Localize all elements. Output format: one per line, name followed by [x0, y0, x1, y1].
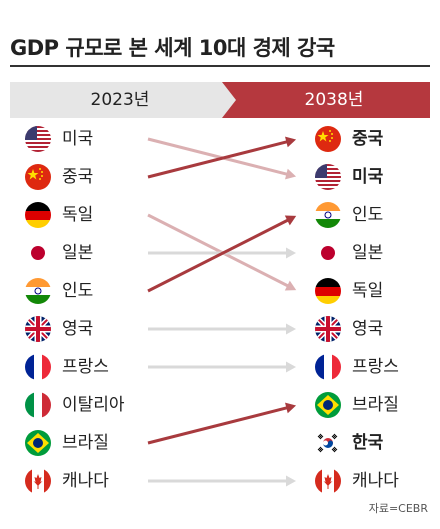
india-flag-icon — [315, 202, 341, 228]
country-2038-label: 인도 — [352, 205, 384, 225]
country-2023-label: 캐나다 — [62, 471, 109, 491]
china-flag-icon — [25, 164, 51, 190]
country-2023-label: 미국 — [62, 129, 94, 149]
title-rule — [10, 65, 430, 67]
japan-flag-icon — [315, 240, 341, 266]
country-2023-label: 이탈리아 — [62, 395, 125, 415]
country-2023-label: 브라질 — [62, 433, 109, 453]
country-2038-label: 프랑스 — [352, 357, 399, 377]
country-2038-label: 중국 — [352, 129, 384, 149]
rank-change-up-line — [147, 402, 297, 445]
canada-flag-icon — [315, 468, 341, 494]
header-2023: 2023년 — [10, 82, 222, 118]
uk-flag-icon — [25, 316, 51, 342]
brazil-flag-icon — [315, 392, 341, 418]
country-2023-label: 프랑스 — [62, 357, 109, 377]
us-flag-icon — [315, 164, 341, 190]
source-note: 자료=CEBR — [368, 502, 428, 515]
italy-flag-icon — [25, 392, 51, 418]
country-2038-label: 한국 — [352, 433, 384, 453]
country-2038-label: 독일 — [352, 281, 384, 301]
rank-change-same-line — [148, 323, 296, 335]
country-2038-label: 일본 — [352, 243, 384, 263]
france-flag-icon — [315, 354, 341, 380]
rank-change-down-line — [147, 213, 297, 291]
header-arrow — [222, 82, 236, 118]
country-2023-label: 일본 — [62, 243, 94, 263]
germany-flag-icon — [315, 278, 341, 304]
japan-flag-icon — [25, 240, 51, 266]
country-2038-label: 브라질 — [352, 395, 399, 415]
header-2038-label: 2038년 — [304, 90, 364, 110]
country-2038-label: 미국 — [352, 167, 384, 187]
rank-change-up-line — [147, 215, 297, 293]
country-2023-label: 영국 — [62, 319, 94, 339]
germany-flag-icon — [25, 202, 51, 228]
rank-change-up-line — [147, 136, 297, 179]
rank-change-same-line — [148, 475, 296, 487]
canada-flag-icon — [25, 468, 51, 494]
country-2023-label: 독일 — [62, 205, 94, 225]
france-flag-icon — [25, 354, 51, 380]
rank-change-same-line — [148, 361, 296, 373]
india-flag-icon — [25, 278, 51, 304]
page-title: GDP 규모로 본 세계 10대 경제 강국 — [10, 36, 335, 60]
country-2038-label: 영국 — [352, 319, 384, 339]
rank-change-down-line — [147, 137, 297, 180]
brazil-flag-icon — [25, 430, 51, 456]
country-2023-label: 중국 — [62, 167, 94, 187]
korea-flag-icon — [315, 430, 341, 456]
country-2038-label: 캐나다 — [352, 471, 399, 491]
header-2023-label: 2023년 — [90, 90, 150, 110]
country-2023-label: 인도 — [62, 281, 94, 301]
china-flag-icon — [315, 126, 341, 152]
rank-change-same-line — [148, 247, 296, 259]
header-2038: 2038년 — [222, 82, 430, 118]
us-flag-icon — [25, 126, 51, 152]
uk-flag-icon — [315, 316, 341, 342]
